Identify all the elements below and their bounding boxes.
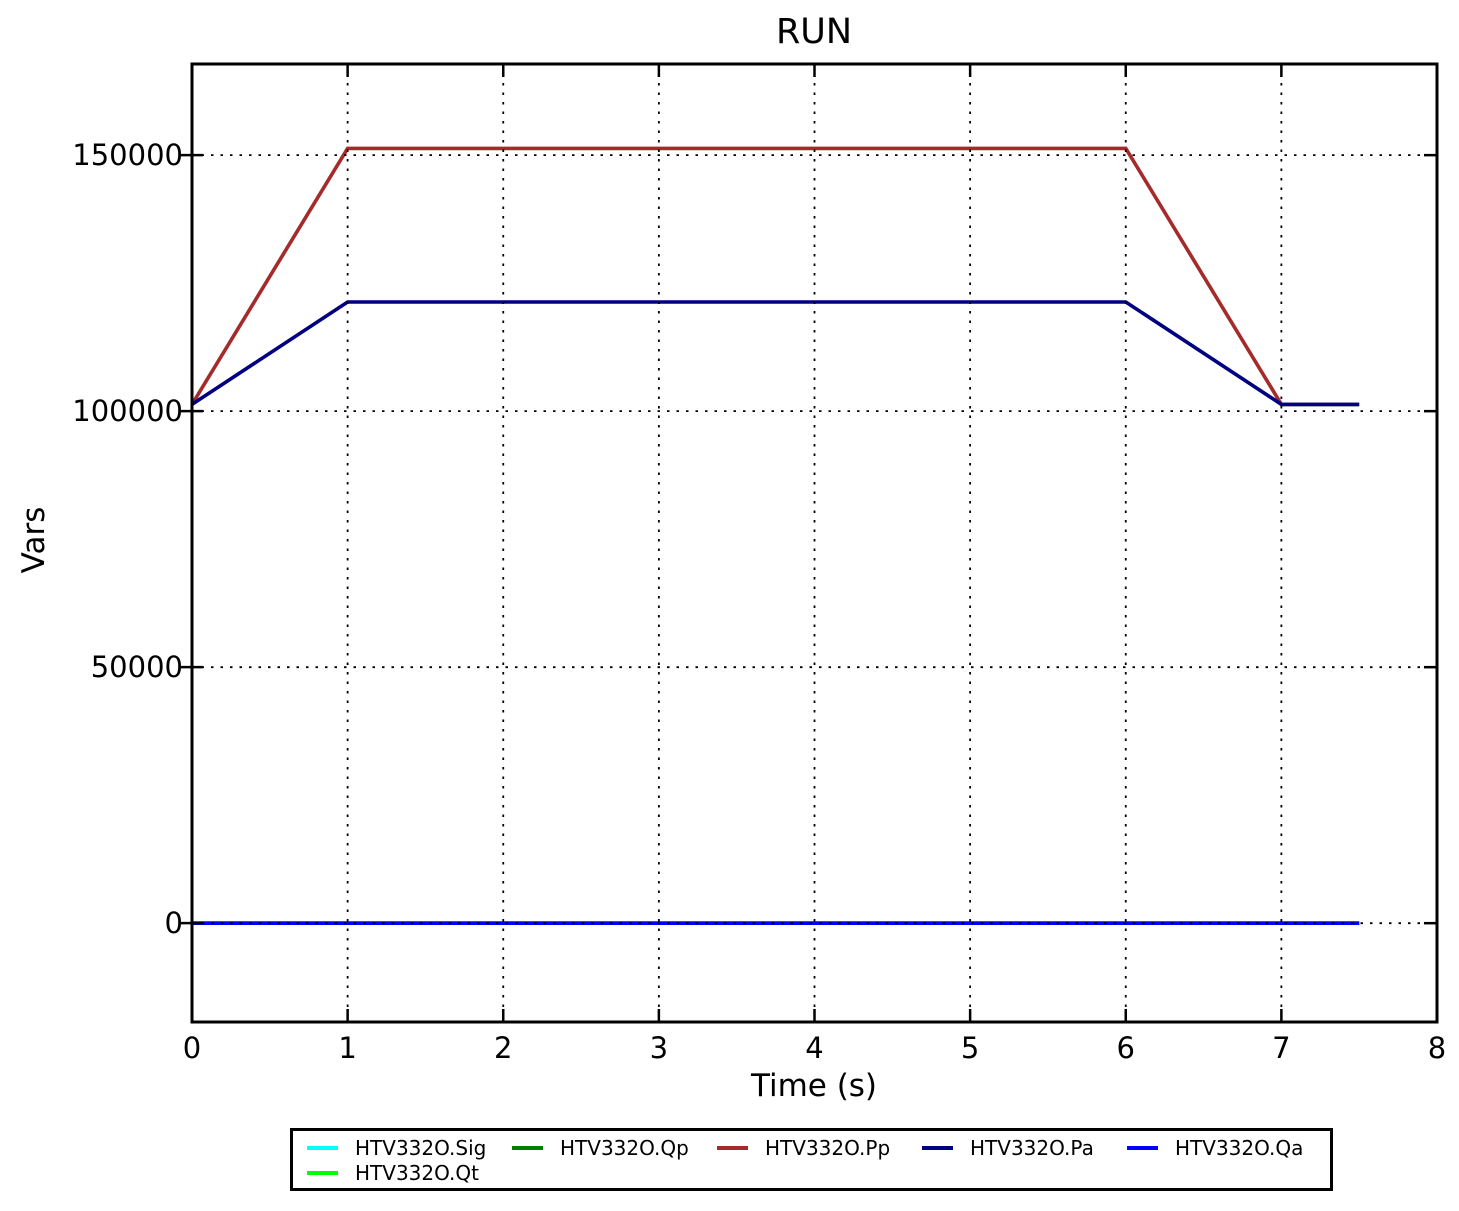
x-tick-label: 5 [960,1031,980,1065]
x-tick-label: 6 [1116,1031,1135,1065]
legend-item: HTV332O.Sig [299,1136,504,1160]
x-tick-label: 3 [649,1031,669,1065]
legend-label: HTV332O.Qp [560,1135,689,1160]
legend-label: HTV332O.Qt [355,1160,479,1185]
legend-item: HTV332O.Pa [914,1136,1119,1160]
legend-label: HTV332O.Pp [765,1135,891,1160]
y-axis-label: Vars [16,506,52,574]
y-tick-label: 150000 [72,138,183,173]
legend-line-swatch [1127,1145,1158,1150]
legend-line-swatch [717,1145,748,1150]
legend-item: HTV332O.Qt [299,1161,504,1185]
x-tick-label: 7 [1272,1031,1291,1065]
legend-item: HTV332O.Qa [1119,1136,1324,1160]
legend-label: HTV332O.Qa [1175,1135,1304,1160]
series-line-HTV332O.Pa [191,300,1360,407]
legend-line-swatch [922,1145,953,1150]
legend-line-swatch [307,1170,338,1175]
series-line-HTV332O.Pp [190,146,1360,407]
chart-title: RUN [775,12,853,52]
x-tick-label: 1 [338,1031,357,1065]
y-tick-label: 50000 [90,650,183,685]
legend-item: HTV332O.Pp [709,1136,914,1160]
y-tick-label: 100000 [72,394,183,429]
x-tick-label: 2 [494,1031,513,1065]
legend-line-swatch [307,1145,338,1150]
legend: HTV332O.Sig HTV332O.Qp HTV332O.Pp HTV332O.P… [290,1128,1333,1191]
x-axis-label: Time (s) [750,1068,878,1104]
x-tick-label: 0 [182,1031,202,1065]
legend-item: HTV332O.Qp [504,1136,709,1160]
legend-label: HTV332O.Sig [355,1135,487,1160]
x-tick-label: 8 [1427,1031,1447,1065]
legend-label: HTV332O.Pa [970,1135,1094,1160]
x-tick-label: 4 [805,1031,824,1065]
legend-line-swatch [512,1145,543,1150]
y-tick-label: 0 [164,906,183,941]
